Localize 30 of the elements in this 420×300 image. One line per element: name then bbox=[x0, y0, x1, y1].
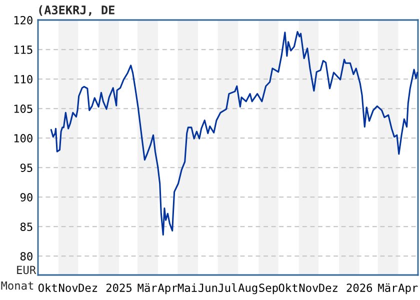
x-tick-label: 2025 bbox=[106, 284, 132, 292]
y-tick-label: 120 bbox=[14, 16, 32, 24]
line-series bbox=[50, 31, 418, 236]
x-tick-label: Sep bbox=[259, 284, 278, 294]
x-tick-label: Aug bbox=[238, 284, 258, 294]
x-tick-label: Okt bbox=[278, 283, 298, 292]
x-tick-label: Apr bbox=[158, 284, 178, 294]
y-tick-label: 80 bbox=[20, 252, 32, 261]
x-tick-label: Apr bbox=[398, 284, 418, 294]
y-tick-label: 95 bbox=[20, 164, 32, 172]
y-tick-label: 90 bbox=[20, 193, 32, 202]
y-axis-title: EUR bbox=[17, 266, 36, 274]
y-tick-label: 115 bbox=[14, 46, 32, 54]
x-tick-label: Mär bbox=[138, 283, 157, 292]
x-tick-label: Mai bbox=[178, 283, 197, 292]
x-tick-label: Okt bbox=[38, 283, 57, 292]
y-tick-label: 85 bbox=[20, 222, 32, 232]
x-tick-label: Dez bbox=[319, 284, 338, 292]
x-tick-label: Jun bbox=[198, 284, 217, 292]
x-tick-label: Mär bbox=[378, 283, 398, 292]
x-tick-label: Nov bbox=[299, 284, 318, 292]
x-axis-title: Monat bbox=[1, 281, 34, 290]
x-tick-label: Jul bbox=[218, 283, 237, 292]
x-tick-label: 2026 bbox=[346, 284, 372, 292]
chart-title: (A3EKRJ, DE bbox=[39, 5, 114, 16]
y-tick-label: 100 bbox=[14, 134, 32, 142]
x-tick-label: Dez bbox=[78, 284, 98, 292]
y-tick-label: 105 bbox=[14, 104, 32, 113]
y-tick-label: 110 bbox=[14, 75, 32, 84]
x-tick-label: Nov bbox=[59, 284, 78, 292]
